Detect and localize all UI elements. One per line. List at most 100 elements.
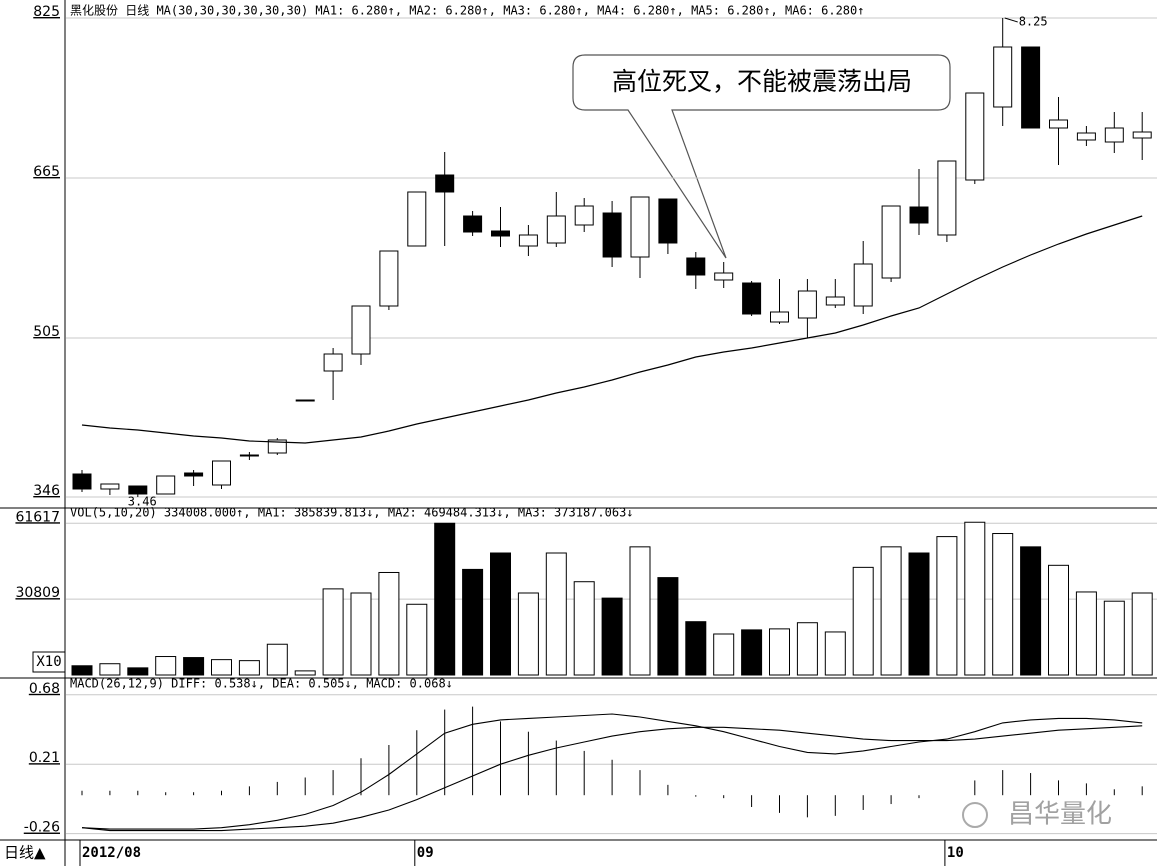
y-tick-label: 505 — [33, 324, 60, 340]
y-tick-label: 665 — [33, 164, 60, 180]
candle-body — [212, 460, 231, 486]
volume-bar — [350, 592, 372, 676]
candle-body — [853, 263, 873, 307]
volume-bar — [71, 665, 93, 676]
diff-line — [81, 713, 1143, 830]
volume-bar — [490, 552, 511, 676]
candle-body — [825, 296, 845, 306]
candle-body — [714, 272, 734, 281]
x-tick-label: 09 — [417, 845, 434, 861]
volume-bar — [713, 633, 735, 676]
volume-bar — [322, 588, 344, 676]
candle-body — [937, 160, 957, 236]
volume-bar — [266, 643, 288, 676]
volume-bar — [99, 663, 121, 676]
candle-body — [770, 311, 789, 323]
dea-line — [81, 725, 1143, 832]
volume-bar — [629, 546, 651, 676]
volume-bar — [824, 631, 846, 676]
volume-bar — [573, 581, 595, 676]
candle-body — [993, 46, 1013, 108]
volume-bar — [127, 667, 149, 676]
low-label: 3.46 — [128, 495, 157, 509]
candle-body — [1021, 46, 1041, 129]
callout: 高位死叉，不能被震荡出局 — [572, 54, 951, 259]
candle-body — [323, 353, 343, 372]
volume-bar — [852, 566, 874, 676]
volume-bar — [796, 622, 818, 676]
panel-title: MACD(26,12,9) DIFF: 0.538↓, DEA: 0.505↓,… — [70, 677, 453, 691]
volume-bar — [211, 659, 232, 676]
watermark-icon — [962, 802, 988, 828]
volume-bar — [1020, 546, 1042, 676]
volume-bar — [545, 552, 567, 676]
volume-bar — [936, 536, 958, 676]
candle-body — [463, 215, 483, 233]
volume-bar — [378, 571, 400, 676]
candle-body — [1076, 132, 1096, 141]
panel-title: VOL(5,10,20) 334008.000↑, MA1: 385839.81… — [70, 506, 634, 520]
candle-body — [239, 454, 259, 457]
candle-body — [909, 206, 929, 224]
panel-title: 黑化股份 日线 MA(30,30,30,30,30,30) MA1: 6.280… — [70, 4, 864, 18]
candle-body — [128, 485, 148, 495]
y-tick-label: 0.68 — [29, 681, 60, 697]
candle-body — [602, 212, 622, 258]
x-tick-label: 2012/08 — [82, 845, 141, 861]
volume-bar — [462, 568, 484, 676]
candle-body — [546, 215, 566, 244]
volume-bar — [685, 621, 707, 676]
watermark-text: 昌华量化 — [1008, 800, 1112, 830]
volume-bar — [880, 546, 902, 676]
volume-bar — [1075, 591, 1097, 676]
candle-body — [1104, 127, 1124, 143]
watermark: 昌华量化 — [962, 800, 1112, 830]
candle-body — [881, 205, 901, 279]
candle-body — [518, 234, 538, 247]
unit-label: X10 — [36, 654, 61, 670]
volume-bar — [183, 657, 205, 676]
volume-bar — [657, 577, 679, 676]
candle-body — [658, 198, 678, 244]
candle-body — [295, 399, 315, 402]
candle-body — [184, 472, 204, 477]
x-tick-label: 10 — [947, 845, 964, 861]
volume-bar — [908, 552, 930, 676]
volume-bar — [741, 629, 763, 676]
volume-bar — [769, 628, 790, 676]
candle-body — [351, 305, 371, 355]
y-tick-label: 0.21 — [29, 750, 60, 766]
candle-body — [630, 196, 650, 258]
volume-bar — [1048, 564, 1069, 676]
volume-bar — [1103, 600, 1125, 676]
candle-body — [965, 92, 985, 181]
candle-body — [267, 439, 287, 454]
callout-box — [572, 54, 951, 259]
volume-bar — [601, 597, 623, 676]
candle-body — [574, 205, 594, 226]
volume-bar — [1131, 592, 1153, 676]
volume-bar — [434, 522, 456, 676]
y-tick-label: 346 — [33, 483, 60, 499]
unit-box — [32, 651, 66, 673]
candle-body — [491, 230, 510, 237]
volume-bar — [992, 533, 1014, 676]
volume-bar — [964, 521, 986, 676]
volume-bar — [406, 603, 428, 676]
candle-body — [686, 257, 706, 276]
candle-body — [100, 483, 120, 490]
candle-body — [379, 250, 399, 307]
y-tick-label: 825 — [33, 4, 60, 20]
volume-bar — [238, 660, 260, 676]
candle-body — [435, 174, 455, 193]
candle-body — [797, 290, 817, 319]
ma-line — [81, 215, 1143, 444]
period-label[interactable]: 日线▲ — [4, 844, 46, 862]
high-pointer — [1004, 17, 1018, 23]
high-label: 8.25 — [1019, 15, 1048, 29]
candle-body — [742, 282, 762, 315]
candle-body — [1049, 119, 1068, 129]
candle-body — [1132, 131, 1152, 139]
